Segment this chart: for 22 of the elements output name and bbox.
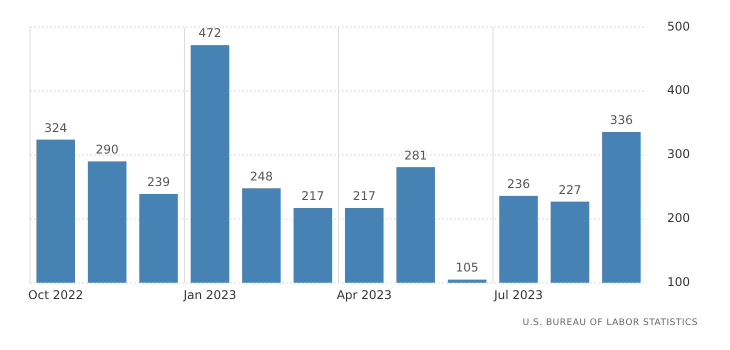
y-tick-label: 400 [667,83,690,98]
data-label: 105 [456,260,479,275]
data-label: 227 [558,182,582,197]
x-tick-label: Jan 2023 [182,288,236,302]
data-label: 281 [404,148,428,162]
data-label: 472 [198,26,222,40]
y-tick-label: 300 [667,147,690,162]
y-tick-label: 200 [667,211,690,226]
y-tick-label: 100 [667,274,690,289]
text: U.S. BUREAU OF LABOR STATISTICS [522,318,698,328]
x-tick-label: Apr 2023 [336,288,392,302]
data-label: 236 [507,177,530,192]
data-label: 290 [96,142,119,157]
data-label: 324 [44,120,68,135]
data-label: 248 [250,169,273,184]
y-tick-label: 500 [667,19,690,34]
data-label: 239 [147,175,170,190]
x-tick-label: Oct 2022 [28,288,84,302]
data-label: 336 [610,113,633,128]
data-label: 217 [352,189,376,204]
data-label: 217 [301,189,324,204]
x-tick-label: Jul 2023 [493,288,543,302]
